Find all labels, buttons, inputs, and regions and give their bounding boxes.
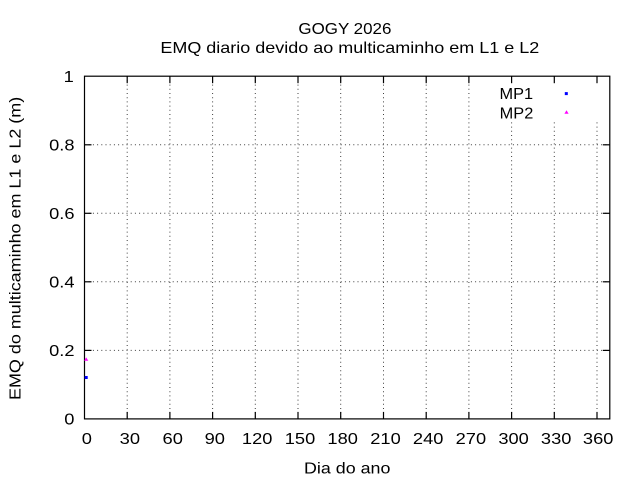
svg-text:270: 270	[456, 431, 487, 448]
svg-text:330: 330	[541, 431, 572, 448]
svg-text:240: 240	[413, 431, 444, 448]
svg-text:MP2: MP2	[500, 105, 534, 122]
svg-text:0: 0	[82, 431, 92, 448]
svg-text:210: 210	[370, 431, 401, 448]
svg-text:300: 300	[498, 431, 529, 448]
svg-text:Dia do ano: Dia do ano	[304, 460, 391, 477]
svg-text:150: 150	[285, 431, 316, 448]
svg-text:30: 30	[120, 431, 141, 448]
svg-text:0: 0	[64, 412, 74, 429]
svg-text:60: 60	[163, 431, 184, 448]
svg-text:GOGY 2026: GOGY 2026	[298, 21, 391, 38]
svg-text:0.2: 0.2	[49, 343, 75, 360]
svg-text:120: 120	[242, 431, 273, 448]
svg-text:0.4: 0.4	[49, 275, 75, 292]
svg-text:EMQ do multicaminho em L1 e L2: EMQ do multicaminho em L1 e L2 (m)	[8, 97, 25, 400]
svg-text:1: 1	[64, 69, 74, 86]
svg-text:180: 180	[327, 431, 358, 448]
svg-text:360: 360	[583, 431, 614, 448]
svg-text:0.8: 0.8	[49, 138, 75, 155]
svg-text:0.6: 0.6	[49, 206, 75, 223]
svg-text:EMQ diario devido ao multicami: EMQ diario devido ao multicaminho em L1 …	[160, 40, 539, 57]
svg-text:90: 90	[205, 431, 226, 448]
svg-text:MP1: MP1	[500, 86, 534, 103]
